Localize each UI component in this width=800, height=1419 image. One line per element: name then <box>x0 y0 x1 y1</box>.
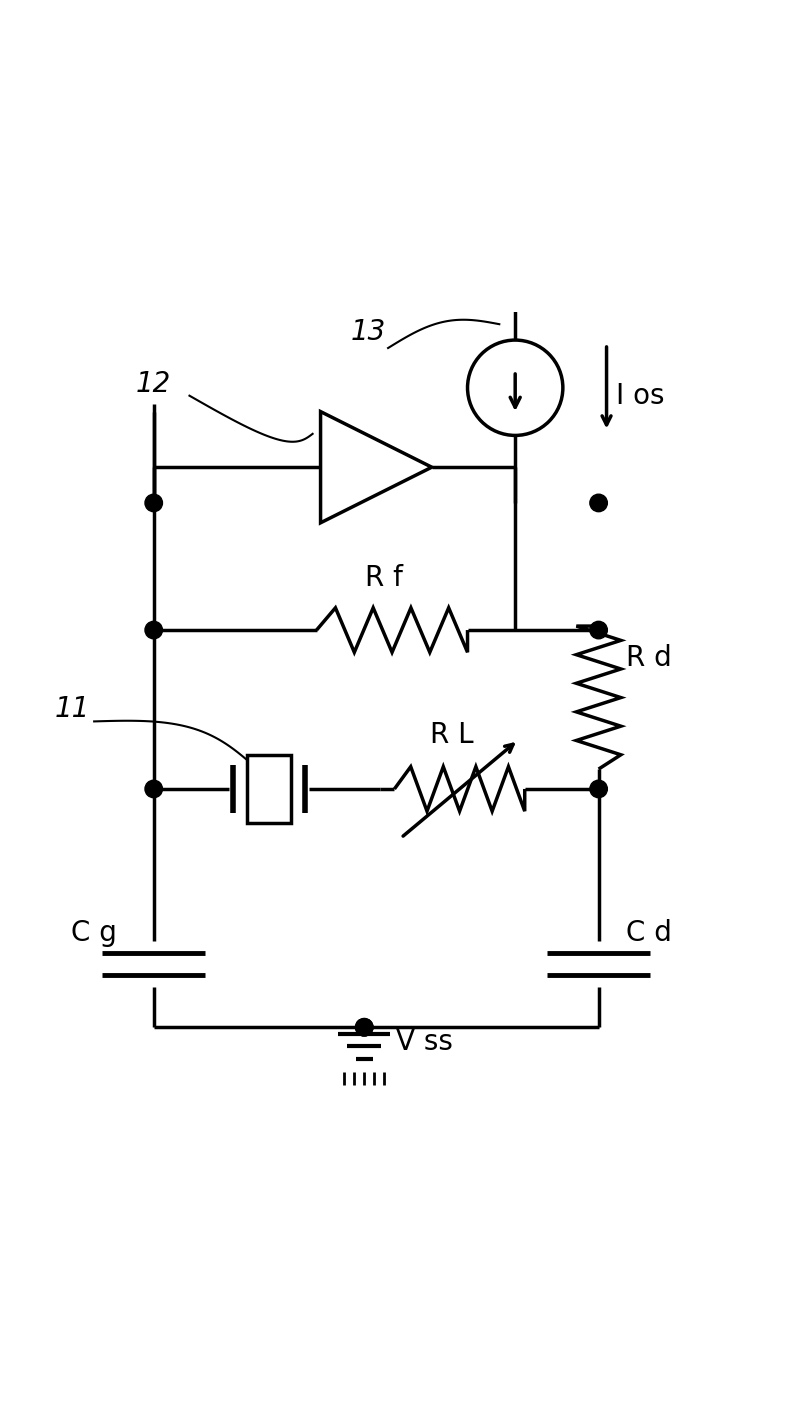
Text: 11: 11 <box>54 695 90 724</box>
Text: R L: R L <box>430 721 474 749</box>
Circle shape <box>355 1019 373 1036</box>
Circle shape <box>590 494 607 512</box>
Circle shape <box>145 622 162 639</box>
Circle shape <box>590 780 607 797</box>
Circle shape <box>590 622 607 639</box>
Text: I os: I os <box>616 382 665 410</box>
Text: R d: R d <box>626 644 672 671</box>
Bar <box>247 755 290 823</box>
Circle shape <box>145 780 162 797</box>
Text: V ss: V ss <box>396 1027 453 1056</box>
Text: 12: 12 <box>136 370 171 397</box>
Text: C d: C d <box>626 918 672 946</box>
Text: R f: R f <box>365 565 403 592</box>
Circle shape <box>145 494 162 512</box>
Text: 13: 13 <box>350 318 386 346</box>
Circle shape <box>355 1019 373 1036</box>
Text: C g: C g <box>71 918 117 946</box>
